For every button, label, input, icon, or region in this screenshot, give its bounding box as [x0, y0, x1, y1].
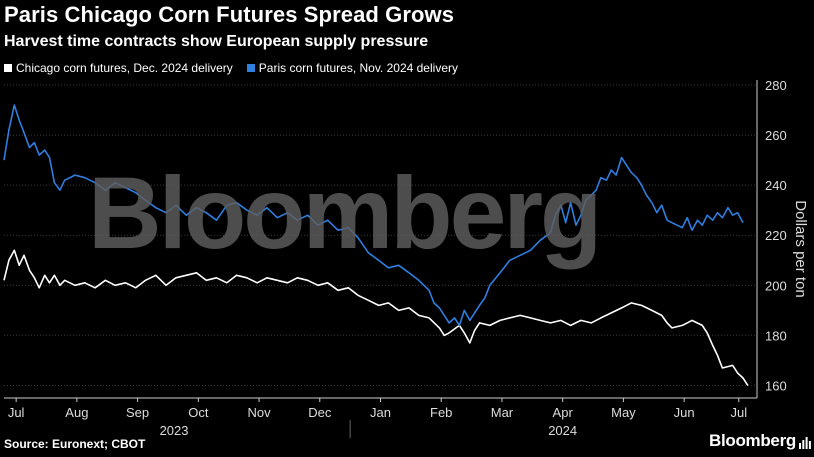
y-tick-label: 280: [765, 78, 787, 93]
x-tick-label: Aug: [65, 405, 88, 420]
legend-label-paris: Paris corn futures, Nov. 2024 delivery: [258, 61, 458, 75]
year-label: 2023: [160, 423, 189, 438]
y-tick-label: 180: [765, 328, 787, 343]
series-line-paris: [3, 104, 744, 327]
legend: Chicago corn futures, Dec. 2024 delivery…: [4, 61, 458, 75]
legend-item-chicago: Chicago corn futures, Dec. 2024 delivery: [4, 61, 233, 75]
bloomberg-logo: Bloomberg: [708, 431, 796, 450]
series-line-chicago: [3, 249, 749, 386]
legend-item-paris: Paris corn futures, Nov. 2024 delivery: [246, 61, 458, 75]
legend-label-chicago: Chicago corn futures, Dec. 2024 delivery: [16, 61, 233, 75]
x-tick-label: Jul: [8, 405, 25, 420]
y-tick-label: 240: [765, 178, 787, 193]
chart-title: Paris Chicago Corn Futures Spread Grows: [4, 2, 455, 27]
x-tick-label: Sep: [126, 405, 149, 420]
x-tick-label: Dec: [308, 405, 332, 420]
x-tick-label: Apr: [553, 405, 574, 420]
x-tick-label: Feb: [430, 405, 452, 420]
x-tick-label: May: [611, 405, 636, 420]
y-tick-label: 260: [765, 128, 787, 143]
source-note: Source: Euronext; CBOT: [4, 437, 146, 451]
x-tick-label: Jun: [674, 405, 695, 420]
legend-swatch-chicago: [4, 64, 12, 72]
chart-subtitle: Harvest time contracts show European sup…: [4, 33, 429, 50]
y-tick-label: 160: [765, 378, 787, 393]
y-axis-label: Dollars per ton: [792, 200, 809, 298]
x-tick-label: Nov: [247, 405, 271, 420]
y-tick-label: 200: [765, 278, 787, 293]
bar-chart-icon: [799, 437, 811, 449]
year-label: 2024: [548, 423, 577, 438]
x-tick-label: Jul: [730, 405, 747, 420]
legend-swatch-paris: [246, 64, 255, 72]
x-tick-label: Jan: [370, 405, 391, 420]
x-tick-label: Mar: [491, 405, 514, 420]
y-tick-label: 220: [765, 228, 787, 243]
x-tick-label: Oct: [188, 405, 209, 420]
